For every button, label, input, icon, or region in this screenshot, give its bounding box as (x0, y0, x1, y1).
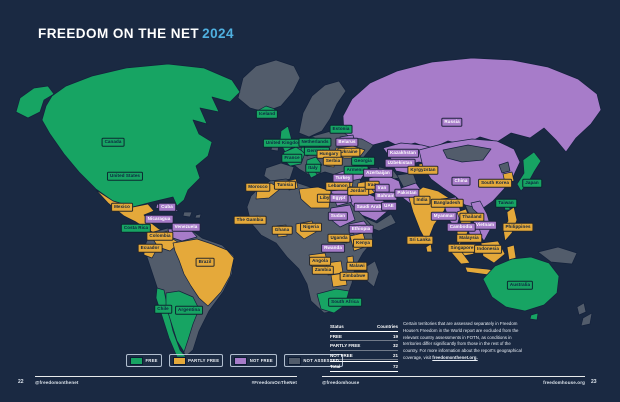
fotn-website-link[interactable]: freedomonthenet.org. (432, 355, 478, 361)
legend-swatch-partly_free (172, 356, 186, 365)
land-papua (537, 246, 578, 265)
land-madagascar (366, 260, 380, 288)
land-jordan (349, 187, 359, 196)
land-srilanka (425, 243, 433, 253)
land-philippines (502, 206, 518, 242)
land-gambia (246, 215, 259, 222)
land-lebanon (346, 181, 354, 188)
land-georgia (358, 159, 371, 166)
land-hispaniola (182, 211, 193, 218)
land-zimbabwe (330, 272, 348, 288)
land-uganda (338, 235, 349, 244)
title-text: FREEDOM ON THE NET (38, 26, 200, 41)
land-tunisia (286, 178, 299, 191)
land-southkorea (502, 171, 515, 184)
land-zambia (325, 260, 344, 276)
status-label: FREE (330, 333, 343, 339)
land-scandinavia (298, 80, 347, 138)
legend-label-not_assessed: NOT ASSESSED (303, 358, 340, 363)
land-china (418, 138, 521, 212)
legend-swatch-free (130, 356, 143, 365)
land-alaska (15, 85, 55, 119)
land-brazil (172, 238, 235, 307)
land-serbia (325, 158, 336, 168)
land-newzealand-south (580, 312, 593, 327)
land-ireland (270, 142, 280, 152)
status-count: 19 (392, 333, 398, 339)
land-hungary (322, 150, 334, 159)
land-rwanda (336, 245, 345, 253)
footer-left-handle: @freedomonthenet (35, 379, 79, 385)
status-table: Status Countries FREE 19 PARTLY FREE 32 NOT … (330, 322, 398, 372)
legend-item-free: FREE (126, 354, 162, 367)
land-mongolia (442, 144, 492, 163)
land-russia (342, 57, 602, 153)
land-southafrica (316, 288, 350, 314)
land-japan (516, 151, 542, 192)
land-libya (298, 186, 332, 209)
land-sulawesi (506, 244, 517, 261)
land-cuba (155, 203, 180, 212)
land-borneo (480, 240, 506, 264)
legend-label-partly_free: PARTLY FREE (188, 358, 220, 363)
legend-label-free: FREE (145, 358, 158, 363)
land-angola (308, 252, 330, 271)
title-year: 2024 (202, 26, 234, 41)
land-puertorico (194, 213, 202, 219)
status-table-header: Status Countries (330, 322, 398, 332)
map-legend: FREE PARTLY FREE NOT FREE NOT ASSESSED (126, 354, 344, 367)
land-northkorea (498, 161, 511, 174)
land-india (408, 186, 450, 244)
legend-swatch-not_free (234, 356, 248, 365)
page-number-right: 23 (591, 378, 597, 385)
footer-left-hashtag: #FreedomOnTheNet (251, 379, 297, 385)
land-ghana (276, 224, 288, 238)
land-belarus (339, 134, 356, 147)
land-taiwan (503, 201, 511, 211)
status-table-col-status: Status (330, 324, 344, 329)
footer-left-page: @freedomonthenet #FreedomOnTheNet (35, 376, 297, 385)
legend-swatch-not_assessed (287, 356, 301, 365)
footer-right-site: freedomhouse.org (543, 379, 585, 385)
status-table-col-countries: Countries (376, 324, 398, 329)
legend-label-not_free: NOT FREE (249, 358, 273, 363)
territories-note: Certain territories that are assessed se… (403, 321, 527, 362)
status-count: 32 (392, 343, 398, 348)
status-table-total-row: Total 72 (330, 361, 398, 372)
footer-right-handle: @freedomhouse (322, 379, 360, 385)
footer-right-page: @freedomhouse freedomhouse.org (322, 376, 585, 385)
land-canada-us (41, 63, 241, 208)
legend-item-not_assessed: NOT ASSESSED (283, 354, 344, 367)
land-azerbaijan (368, 167, 379, 176)
territories-note-text: Certain territories that are assessed se… (403, 321, 522, 361)
land-australia (482, 256, 560, 312)
land-tasmania (529, 312, 539, 321)
legend-item-partly_free: PARTLY FREE (168, 354, 224, 367)
status-label: NOT FREE (330, 352, 353, 358)
page-number-left: 22 (18, 378, 24, 385)
land-vietnam (470, 200, 492, 242)
status-table-total-value: 72 (392, 364, 398, 369)
legend-item-not_free: NOT FREE (230, 354, 277, 367)
land-armenia (359, 166, 370, 174)
land-greenland (237, 59, 301, 113)
status-table-body: FREE 19 PARTLY FREE 32 NOT FREE 21 (330, 332, 398, 360)
land-estonia (336, 125, 347, 133)
status-table-row-free: FREE 19 (330, 332, 398, 341)
status-table-total-label: Total (330, 364, 341, 369)
status-table-row-partly-free: PARTLY FREE 32 (330, 341, 398, 351)
status-table-row-not-free: NOT FREE 21 (330, 351, 398, 360)
land-malawi (346, 255, 355, 270)
page-title: FREEDOM ON THE NET 2024 (38, 26, 234, 41)
status-count: 21 (392, 352, 398, 358)
land-cambodia (466, 224, 482, 237)
land-iberia (263, 162, 295, 185)
status-label: PARTLY FREE (330, 343, 361, 348)
land-newzealand-north (576, 302, 587, 316)
